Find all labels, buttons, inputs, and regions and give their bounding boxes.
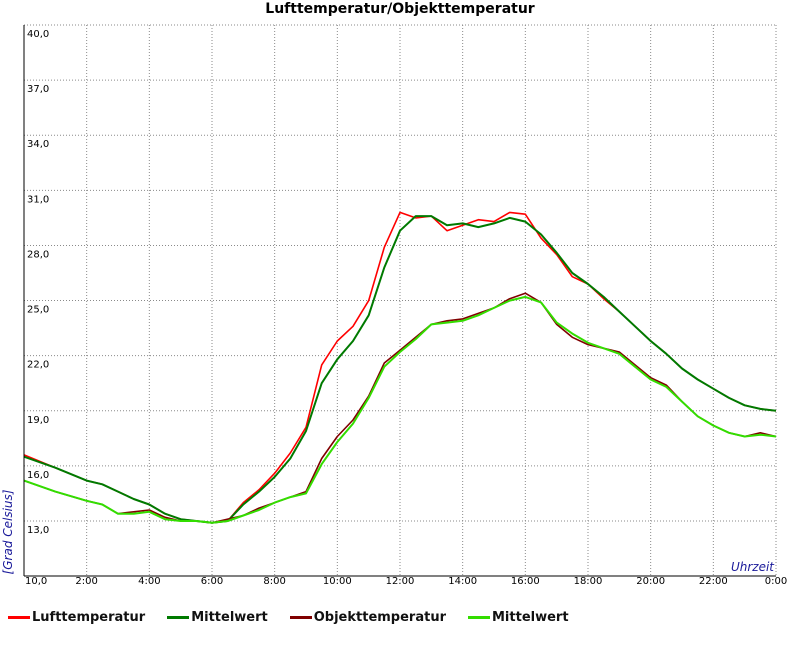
y-axis-label: [Grad Celsius] — [1, 489, 15, 574]
legend-item-1: Lufttemperatur — [8, 610, 145, 625]
y-tick-label: 31,0 — [27, 194, 49, 205]
x-tick-label: 18:00 — [574, 576, 603, 587]
legend-swatch — [167, 615, 190, 619]
legend-swatch — [289, 615, 312, 619]
grid-lines — [23, 24, 777, 576]
y-tick-label: 40,0 — [27, 29, 49, 40]
chart-area: Lufttemperatur/Objekttemperatur 13,0 16,0… — [1, 1, 787, 587]
legend-swatch — [8, 615, 30, 619]
x-tick-label: 10:00 — [323, 576, 352, 587]
x-tick-label: 8:00 — [263, 576, 285, 587]
x-tick-label: 22:00 — [699, 576, 728, 587]
y-tick-label: 37,0 — [27, 84, 49, 95]
x-tick-label: 4:00 — [138, 576, 160, 587]
y-tick-labels: 13,0 16,0 19,0 22,0 25,0 28,0 31,0 34,0 37,0 40,0 — [27, 29, 49, 536]
axes — [23, 25, 776, 577]
chart-title: Lufttemperatur/Objekttemperatur — [265, 1, 535, 17]
x-tick-label: 16:00 — [511, 576, 540, 587]
y-tick-label: 13,0 — [27, 525, 49, 536]
legend-label: Mittelwert — [191, 609, 268, 625]
x-tick-label: 6:00 — [201, 576, 223, 587]
y-tick-label: 22,0 — [27, 360, 49, 371]
legend-swatch — [468, 615, 490, 619]
legend-item-4: Mittelwert — [468, 610, 569, 625]
x-tick-label: 12:00 — [386, 576, 415, 587]
legend-item-3: Objekttemperatur — [289, 609, 446, 625]
x-axis-label: Uhrzeit — [731, 560, 775, 574]
y-tick-label: 19,0 — [27, 415, 49, 426]
legend-label: Objekttemperatur — [313, 609, 446, 625]
series-line-3 — [23, 292, 777, 524]
legend-label: Lufttemperatur — [32, 609, 146, 625]
y-tick-label: 25,0 — [27, 305, 49, 316]
x-tick-label: 20:00 — [636, 576, 665, 587]
legend-item-2: Mittelwert — [167, 610, 268, 625]
legend: Lufttemperatur Mittelwert Objekttemperatur… — [8, 608, 591, 626]
legend-label: Mittelwert — [492, 609, 569, 625]
y-tick-label: 28,0 — [27, 249, 49, 260]
y-tick-label: 34,0 — [27, 139, 49, 150]
series-line-2 — [23, 215, 777, 524]
x-tick-label: 14:00 — [448, 576, 477, 587]
x-tick-labels: 10,0 2:00 4:00 6:00 8:00 10:00 12:00 14:00 16:00… — [25, 576, 787, 587]
x-tick-label: 2:00 — [75, 576, 97, 587]
x-tick-label: 10,0 — [25, 576, 47, 587]
series-line-4 — [23, 295, 777, 524]
x-tick-label: 0:00 — [765, 576, 787, 587]
y-tick-label: 16,0 — [27, 470, 49, 481]
series-lines — [23, 211, 777, 524]
